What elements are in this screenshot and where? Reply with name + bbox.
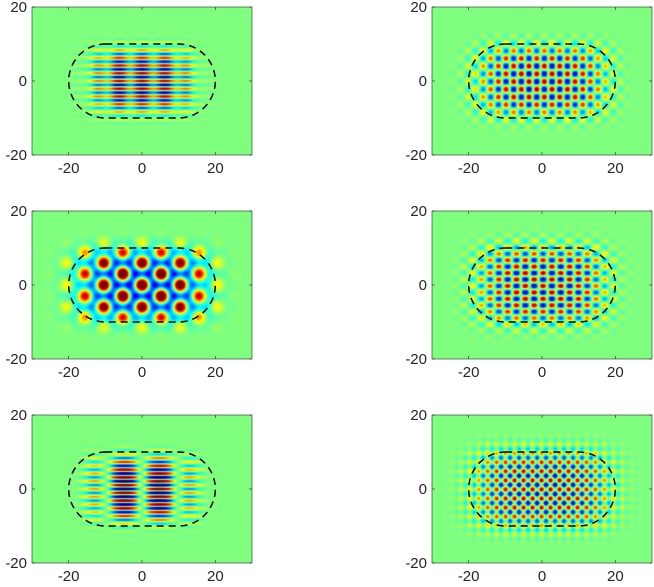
panel-top-right: -20 0 20 -20 0 20 bbox=[405, 0, 653, 177]
x-tick-label: 20 bbox=[207, 364, 224, 381]
x-tick-label: 0 bbox=[538, 364, 546, 381]
x-tick-label: 0 bbox=[538, 568, 546, 585]
x-tick-label: -20 bbox=[458, 160, 480, 177]
y-tick-label: 20 bbox=[410, 407, 427, 424]
heatmap-image bbox=[432, 415, 652, 563]
panel-bottom-left: -20 0 20 -20 0 20 bbox=[5, 407, 253, 585]
y-tick-label: -20 bbox=[5, 351, 27, 368]
y-tick-label: 0 bbox=[19, 481, 27, 498]
heatmap-image bbox=[432, 7, 652, 155]
y-tick-label: -20 bbox=[405, 351, 427, 368]
y-tick-label: 20 bbox=[10, 407, 27, 424]
y-tick-label: 0 bbox=[419, 73, 427, 90]
x-tick-label: 20 bbox=[607, 160, 624, 177]
boundary-outline bbox=[467, 247, 617, 323]
y-tick-label: 0 bbox=[19, 73, 27, 90]
x-tick-label: 20 bbox=[607, 364, 624, 381]
boundary-outline bbox=[67, 43, 217, 119]
y-tick-label: 20 bbox=[410, 203, 427, 220]
x-tick-label: 0 bbox=[138, 364, 146, 381]
x-tick-label: 0 bbox=[538, 160, 546, 177]
y-tick-label: -20 bbox=[405, 147, 427, 164]
y-tick-label: 0 bbox=[19, 277, 27, 294]
y-tick-label: -20 bbox=[5, 147, 27, 164]
boundary-outline bbox=[67, 451, 217, 527]
y-tick-label: -20 bbox=[405, 555, 427, 572]
x-tick-label: -20 bbox=[58, 364, 80, 381]
panel-middle-left: -20 0 20 -20 0 20 bbox=[5, 203, 253, 381]
boundary-outline bbox=[467, 43, 617, 119]
x-tick-label: 0 bbox=[138, 568, 146, 585]
x-tick-label: 20 bbox=[607, 568, 624, 585]
heatmap-image bbox=[32, 415, 252, 563]
x-tick-label: 20 bbox=[207, 568, 224, 585]
x-tick-label: 20 bbox=[207, 160, 224, 177]
boundary-outline bbox=[67, 247, 217, 323]
x-tick-label: -20 bbox=[458, 568, 480, 585]
x-tick-label: -20 bbox=[458, 364, 480, 381]
y-tick-label: 20 bbox=[410, 0, 427, 16]
panel-top-left: -20 0 20 -20 0 20 bbox=[5, 0, 253, 177]
heatmap-image bbox=[32, 211, 252, 359]
heatmap-image bbox=[32, 7, 252, 155]
y-tick-label: 0 bbox=[419, 277, 427, 294]
x-tick-label: 0 bbox=[138, 160, 146, 177]
panel-middle-right: -20 0 20 -20 0 20 bbox=[405, 203, 653, 381]
x-tick-label: -20 bbox=[58, 160, 80, 177]
y-tick-label: 20 bbox=[10, 203, 27, 220]
boundary-outline bbox=[467, 451, 617, 527]
x-tick-label: -20 bbox=[58, 568, 80, 585]
heatmap-image bbox=[432, 211, 652, 359]
y-tick-label: -20 bbox=[5, 555, 27, 572]
y-tick-label: 20 bbox=[10, 0, 27, 16]
panel-bottom-right: -20 0 20 -20 0 20 bbox=[405, 407, 653, 585]
y-tick-label: 0 bbox=[419, 481, 427, 498]
